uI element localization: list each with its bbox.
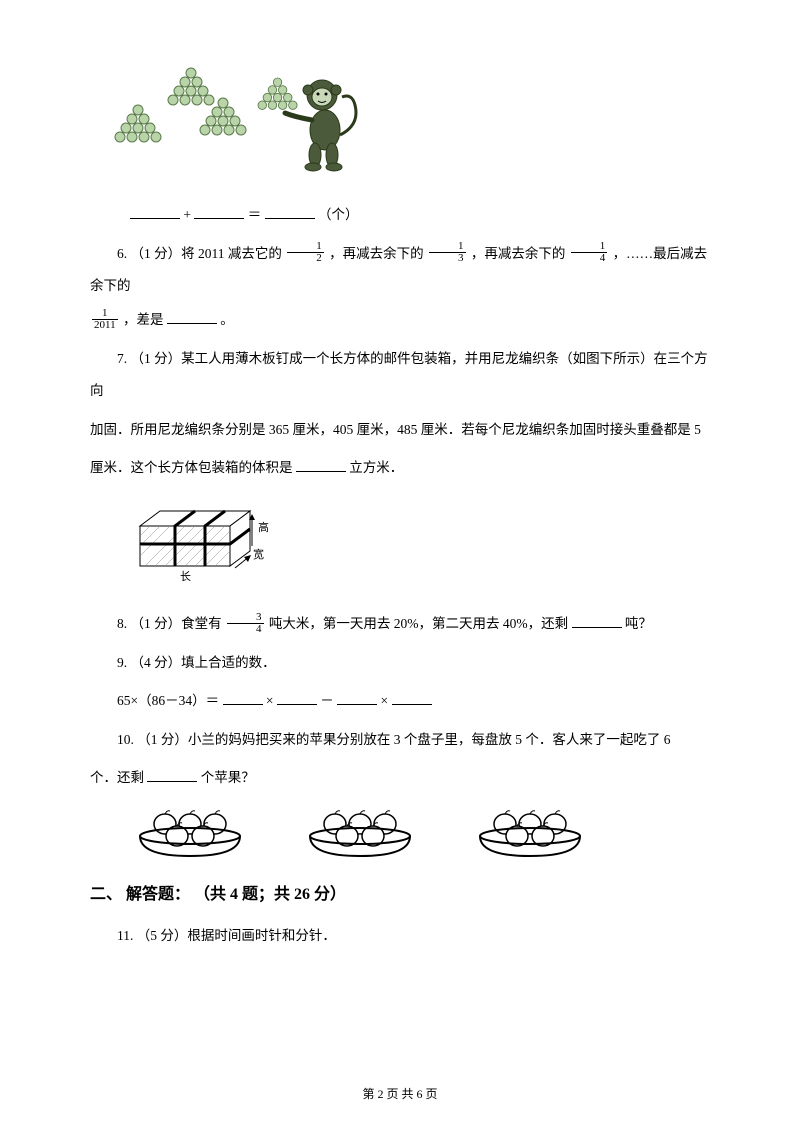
monkey-svg	[100, 50, 360, 180]
q8-answer-blank[interactable]	[572, 614, 622, 628]
question-7-line2: 加固．所用尼龙编织条分别是 365 厘米，405 厘米，485 厘米．若每个尼龙…	[90, 414, 710, 446]
q9-blank-2[interactable]	[277, 691, 317, 705]
equals-sign: ＝	[248, 207, 262, 222]
q6-answer-blank[interactable]	[167, 310, 217, 324]
q6-text-3: ，再减去余下的	[471, 246, 569, 261]
question-9-expression: 65×（86－34）＝ × － ×	[90, 685, 710, 717]
label-width: 宽	[253, 547, 264, 561]
monkey-peach-illustration	[100, 50, 360, 180]
q10-unit: 个苹果？	[201, 770, 255, 785]
q9-blank-4[interactable]	[392, 691, 432, 705]
section-2-header: 二、 解答题： （共 4 题；共 26 分）	[90, 881, 710, 910]
apple-plate-3	[470, 806, 590, 861]
label-height: 高	[258, 520, 269, 534]
fraction-1-3: 13	[429, 241, 466, 264]
question-10-line2: 个．还剩 个苹果？	[90, 762, 710, 794]
unit-label: （个）	[318, 207, 359, 222]
question-7-line3: 厘米．这个长方体包装箱的体积是 立方米．	[90, 452, 710, 484]
question-10-line1: 10. （1 分）小兰的妈妈把买来的苹果分别放在 3 个盘子里，每盘放 5 个．…	[90, 724, 710, 756]
question-7-line1: 7. （1 分）某工人用薄木板钉成一个长方体的邮件包装箱，并用尼龙编织条（如图下…	[90, 343, 710, 408]
plus-sign: +	[183, 207, 191, 222]
q9-blank-3[interactable]	[337, 691, 377, 705]
page-footer: 第 2 页 共 6 页	[0, 1085, 800, 1102]
q6-end: 。	[220, 312, 234, 327]
worksheet-page: + ＝ （个） 6. （1 分）将 2011 减去它的 12 ，再减去余下的 1…	[0, 0, 800, 1132]
q5-fill-expression: + ＝ （个）	[130, 200, 710, 230]
q9-blank-1[interactable]	[223, 691, 263, 705]
q10-answer-blank[interactable]	[147, 768, 197, 782]
apple-plate-2	[300, 806, 420, 861]
q8-unit: 吨？	[625, 616, 652, 631]
q7-unit: 立方米．	[349, 460, 403, 475]
apple-plate-1	[130, 806, 250, 861]
question-6: 6. （1 分）将 2011 减去它的 12 ，再减去余下的 13 ，再减去余下…	[90, 238, 710, 303]
apple-plates-row	[130, 806, 710, 861]
blank-addend2[interactable]	[194, 205, 244, 219]
blank-sum[interactable]	[265, 205, 315, 219]
fraction-1-2011: 12011	[92, 308, 118, 331]
q6-text-2: ，再减去余下的	[329, 246, 427, 261]
question-8: 8. （1 分）食堂有 34 吨大米，第一天用去 20%，第二天用去 40%，还…	[90, 608, 710, 640]
question-11: 11. （5 分）根据时间画时针和分针．	[90, 920, 710, 952]
blank-addend1[interactable]	[130, 205, 180, 219]
label-length: 长	[180, 570, 191, 583]
fraction-1-4: 14	[571, 241, 608, 264]
q7-answer-blank[interactable]	[296, 458, 346, 472]
fraction-1-2: 12	[287, 241, 324, 264]
q6-text-5: ，差是	[123, 312, 164, 327]
fraction-3-4: 34	[227, 612, 264, 635]
q6-text-1: 6. （1 分）将 2011 减去它的	[117, 246, 285, 261]
question-9: 9. （4 分）填上合适的数．	[90, 647, 710, 679]
question-6-cont: 12011 ，差是 。	[90, 304, 710, 336]
box-diagram: 高 宽 长	[130, 496, 280, 596]
